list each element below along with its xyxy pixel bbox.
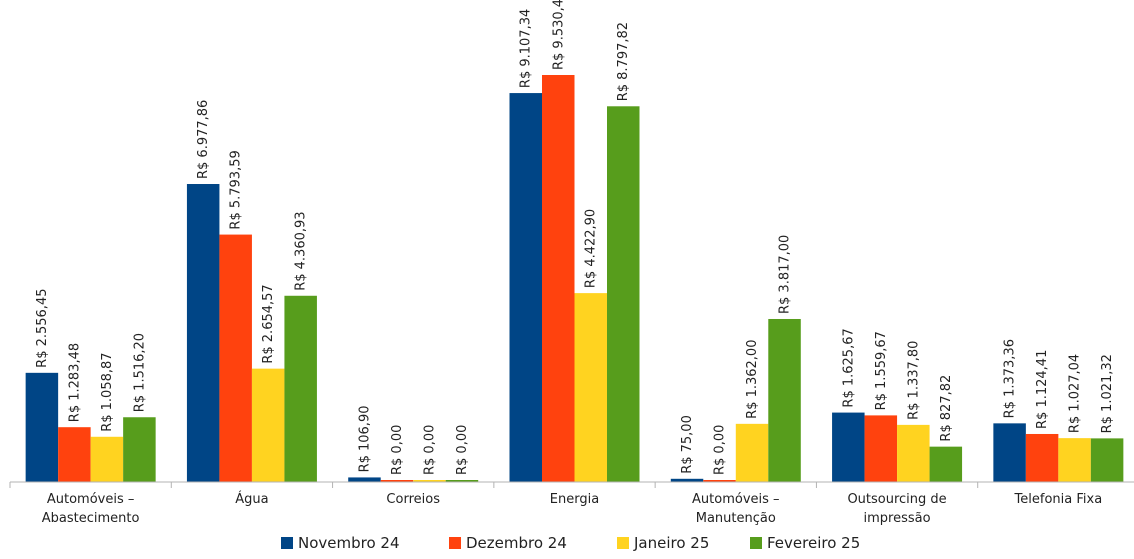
data-label-1-2: R$ 2.654,57 (261, 284, 276, 363)
bar-6-2 (1058, 438, 1091, 482)
data-label-6-0: R$ 1.373,36 (1003, 339, 1018, 418)
data-label-0-2: R$ 1.058,87 (100, 352, 115, 431)
data-label-2-0: R$ 106,90 (357, 405, 372, 472)
legend-swatch-0 (281, 537, 293, 549)
data-label-5-1: R$ 1.559,67 (874, 331, 889, 410)
bar-6-1 (1025, 433, 1059, 482)
bar-5-1 (864, 415, 898, 482)
data-label-3-0: R$ 9.107,34 (519, 9, 534, 88)
data-label-1-0: R$ 6.977,86 (196, 100, 211, 179)
data-label-2-2: R$ 0,00 (422, 425, 437, 475)
x-tick-label: Outsourcing de (847, 492, 946, 507)
bar-2-1 (380, 480, 414, 482)
data-label-4-2: R$ 1.362,00 (745, 340, 760, 419)
data-label-5-0: R$ 1.625,67 (841, 328, 856, 407)
data-label-3-1: R$ 9.530,43 (551, 0, 566, 70)
bar-5-3 (929, 446, 963, 482)
legend-swatch-3 (750, 537, 762, 549)
x-tick-label: Abastecimento (42, 511, 140, 526)
bar-4-2 (735, 423, 769, 482)
bar-4-0 (670, 478, 704, 482)
data-label-4-1: R$ 0,00 (713, 425, 728, 475)
bars-layer (25, 75, 1124, 482)
legend-swatch-2 (617, 537, 629, 549)
x-tick-label: impressão (864, 511, 931, 526)
bar-1-3 (284, 295, 317, 482)
bar-3-1 (542, 75, 575, 482)
legend: Novembro 24 Dezembro 24 Janeiro 25 Fevereir… (281, 534, 860, 552)
data-label-0-1: R$ 1.283,48 (67, 343, 82, 422)
data-label-4-0: R$ 75,00 (680, 415, 695, 474)
data-label-0-3: R$ 1.516,20 (132, 333, 147, 412)
bar-4-1 (703, 480, 736, 482)
data-label-2-3: R$ 0,00 (455, 425, 470, 475)
x-tick-label: Água (235, 491, 268, 507)
x-tick-label: Manutenção (696, 511, 776, 526)
data-label-0-0: R$ 2.556,45 (35, 289, 50, 368)
data-label-1-1: R$ 5.793,59 (229, 150, 244, 229)
x-tick-label: Telefonia Fixa (1014, 492, 1103, 507)
data-label-6-1: R$ 1.124,41 (1035, 350, 1050, 429)
bar-6-0 (993, 423, 1026, 482)
data-label-5-2: R$ 1.337,80 (906, 341, 921, 420)
legend-label-3: Fevereiro 25 (767, 534, 860, 552)
x-tick-label: Energia (550, 492, 599, 507)
bar-3-0 (509, 93, 542, 482)
bar-1-0 (186, 184, 220, 482)
legend-label-1: Dezembro 24 (466, 534, 567, 552)
data-label-3-2: R$ 4.422,90 (584, 209, 599, 288)
bar-0-3 (123, 417, 156, 482)
bar-5-0 (832, 412, 865, 482)
data-labels-layer: R$ 2.556,45 R$ 1.283,48 R$ 1.058,87 R$ 1.51… (35, 0, 1115, 475)
data-label-4-3: R$ 3.817,00 (778, 235, 793, 314)
data-label-3-3: R$ 8.797,82 (616, 22, 631, 101)
bar-3-3 (607, 106, 640, 482)
bar-0-2 (90, 436, 124, 482)
data-label-2-1: R$ 0,00 (390, 425, 405, 475)
bar-4-3 (768, 318, 801, 482)
data-label-6-3: R$ 1.021,32 (1100, 354, 1115, 433)
bar-6-3 (1090, 438, 1124, 482)
bar-2-3 (445, 480, 479, 482)
x-tick-label: Correios (386, 492, 440, 507)
bar-5-2 (897, 424, 930, 482)
x-tick-label: Automóveis – (47, 492, 135, 507)
bar-1-2 (251, 368, 285, 482)
bar-0-1 (58, 427, 91, 482)
data-label-1-3: R$ 4.360,93 (294, 211, 309, 290)
x-axis: Automóveis – Abastecimento Água Correios Ene… (9, 481, 1134, 526)
bar-2-0 (348, 477, 381, 482)
legend-label-0: Novembro 24 (298, 534, 400, 552)
bar-0-0 (25, 372, 59, 482)
legend-swatch-1 (449, 537, 461, 549)
x-tick-label: Automóveis – (692, 492, 780, 507)
bar-2-2 (413, 480, 446, 482)
data-label-5-3: R$ 827,82 (939, 375, 954, 442)
bar-3-2 (574, 293, 607, 482)
data-label-6-2: R$ 1.027,04 (1068, 354, 1083, 433)
bar-1-1 (219, 234, 252, 482)
legend-label-2: Janeiro 25 (633, 534, 709, 552)
